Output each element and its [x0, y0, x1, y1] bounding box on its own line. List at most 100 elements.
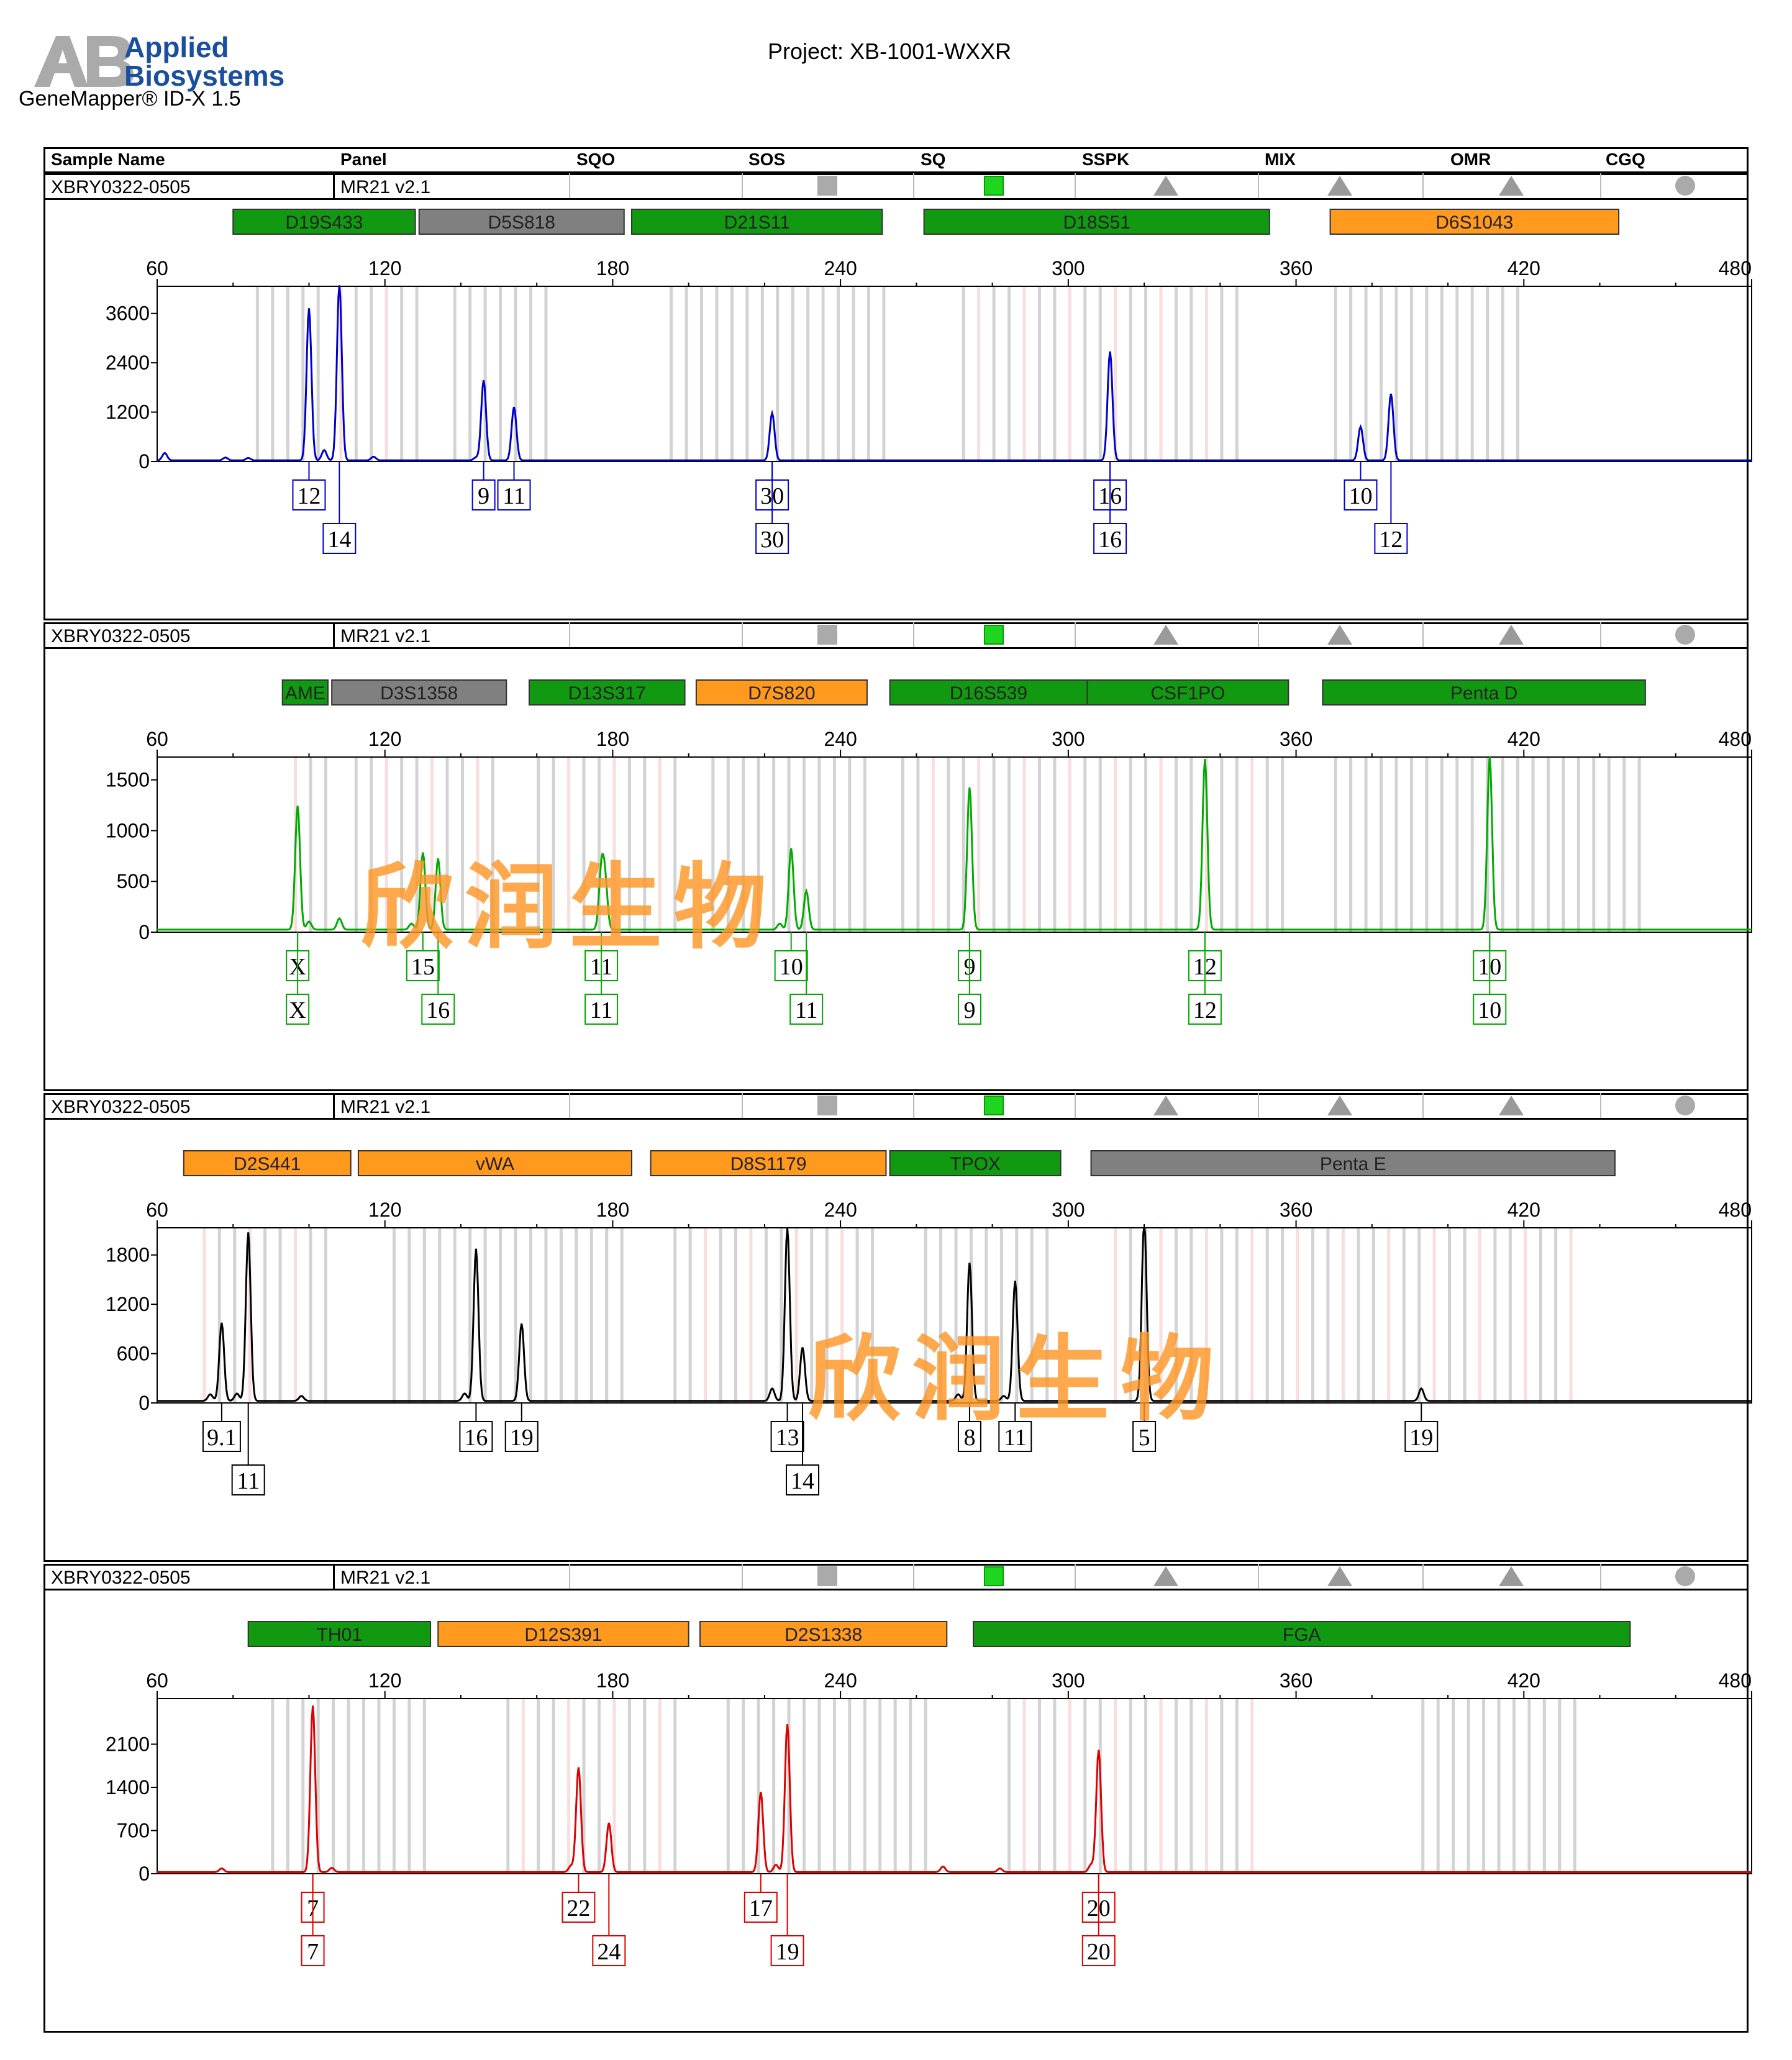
omr-flag-triangle-icon[interactable]: [1499, 1096, 1524, 1115]
x-tick-label: 300: [1052, 728, 1085, 750]
sample-panel-4: [43, 1564, 1749, 2033]
sq-flag-square-icon[interactable]: [984, 176, 1004, 196]
bin-bar: [1421, 1699, 1425, 1874]
y-tick-label: 600: [117, 1343, 150, 1365]
mix-flag-triangle-icon[interactable]: [1327, 176, 1352, 196]
logo-text-applied: Applied: [124, 31, 229, 63]
bin-bar: [1573, 1699, 1576, 1874]
col-panel[interactable]: Panel: [340, 150, 387, 169]
cgq-flag-circle-icon[interactable]: [1675, 625, 1695, 645]
bin-bar: [1334, 286, 1337, 461]
col-sample-name[interactable]: Sample Name: [51, 150, 165, 169]
bin-bar: [1470, 757, 1474, 932]
bin-bar: [794, 1228, 798, 1403]
bin-bar: [924, 1699, 927, 1874]
bin-bar: [544, 1228, 548, 1403]
bin-bar: [1250, 757, 1254, 932]
y-tick-label: 0: [139, 450, 150, 473]
sq-flag-square-icon[interactable]: [984, 1096, 1004, 1115]
sample-name[interactable]: XBRY0322-0505: [51, 1568, 191, 1588]
panel-name[interactable]: MR21 v2.1: [340, 1097, 431, 1117]
col-cgq[interactable]: CGQ: [1606, 150, 1645, 169]
bin-bar: [1007, 286, 1011, 461]
marker-label: TPOX: [950, 1154, 1001, 1174]
x-tick-label: 480: [1719, 1669, 1752, 1692]
bin-bar: [939, 1228, 943, 1403]
marker-label: D8S1179: [730, 1154, 807, 1174]
omr-flag-triangle-icon[interactable]: [1499, 1566, 1524, 1586]
mix-flag-triangle-icon[interactable]: [1327, 1096, 1352, 1115]
x-tick-label: 480: [1719, 728, 1752, 750]
sos-flag-square-icon[interactable]: [817, 1566, 837, 1586]
x-tick-label: 180: [596, 257, 629, 279]
row-separator: [913, 1564, 914, 1589]
marker-label: AME: [285, 683, 325, 704]
x-tick-label: 360: [1280, 728, 1312, 750]
bin-bar: [962, 286, 965, 461]
panel-name[interactable]: MR21 v2.1: [340, 177, 431, 197]
bin-bar: [837, 286, 840, 461]
sspk-flag-triangle-icon[interactable]: [1153, 625, 1178, 645]
y-tick-label: 2100: [106, 1733, 150, 1756]
x-tick-label: 120: [368, 257, 401, 279]
bin-bar: [1607, 757, 1611, 932]
bin-bar: [962, 757, 965, 932]
project-title: Project: XB-1001-WXXR: [768, 39, 1012, 64]
bin-bar: [1174, 286, 1178, 461]
marker-label: D3S1358: [380, 683, 458, 704]
x-tick-label: 120: [368, 1669, 401, 1692]
sq-flag-square-icon[interactable]: [984, 625, 1004, 645]
sspk-flag-triangle-icon[interactable]: [1153, 1096, 1178, 1115]
sample-name[interactable]: XBRY0322-0505: [51, 177, 191, 197]
bin-bar: [1235, 286, 1239, 461]
cgq-flag-circle-icon[interactable]: [1675, 1096, 1695, 1115]
omr-flag-triangle-icon[interactable]: [1499, 625, 1524, 645]
mix-flag-triangle-icon[interactable]: [1327, 1566, 1352, 1586]
bin-bar: [1364, 286, 1368, 461]
marker-label: D6S1043: [1435, 212, 1513, 233]
bin-bar: [1159, 1699, 1163, 1874]
allele-label: 19: [1409, 1425, 1433, 1451]
bin-bar: [521, 1699, 525, 1874]
sample-row-divider: [43, 647, 1749, 649]
marker-label: FGA: [1283, 1625, 1321, 1645]
bin-bar: [1037, 757, 1041, 932]
mix-flag-triangle-icon[interactable]: [1327, 625, 1352, 645]
bin-bar: [582, 757, 586, 932]
sspk-flag-triangle-icon[interactable]: [1153, 176, 1178, 196]
sample-name[interactable]: XBRY0322-0505: [51, 626, 191, 647]
col-sspk[interactable]: SSPK: [1082, 150, 1130, 169]
sspk-flag-triangle-icon[interactable]: [1153, 1566, 1178, 1586]
sample-name[interactable]: XBRY0322-0505: [51, 1097, 191, 1117]
bin-bar: [400, 286, 404, 461]
panel-name[interactable]: MR21 v2.1: [340, 1568, 431, 1588]
sq-flag-square-icon[interactable]: [984, 1566, 1004, 1586]
col-sq[interactable]: SQ: [921, 150, 946, 169]
bin-bar: [1144, 1228, 1148, 1403]
cgq-flag-circle-icon[interactable]: [1675, 1566, 1695, 1586]
bin-bar: [1220, 286, 1224, 461]
sos-flag-square-icon[interactable]: [817, 1096, 837, 1115]
col-omr[interactable]: OMR: [1450, 150, 1491, 169]
marker-label: D2S441: [234, 1154, 301, 1174]
panel-name[interactable]: MR21 v2.1: [340, 626, 431, 647]
allele-label: 5: [1139, 1425, 1150, 1451]
sos-flag-square-icon[interactable]: [817, 625, 837, 645]
bin-bar: [1098, 757, 1102, 932]
sos-flag-square-icon[interactable]: [817, 176, 837, 196]
bin-bar: [742, 757, 745, 932]
bin-bar: [772, 757, 776, 932]
col-mix[interactable]: MIX: [1265, 150, 1296, 169]
col-sqo[interactable]: SQO: [576, 150, 616, 169]
trace-line: [157, 285, 1752, 461]
bin-bar: [422, 1699, 426, 1874]
col-sos[interactable]: SOS: [748, 150, 786, 169]
omr-flag-triangle-icon[interactable]: [1499, 176, 1524, 196]
cgq-flag-circle-icon[interactable]: [1675, 176, 1695, 196]
bin-bar: [1114, 757, 1117, 932]
row-separator: [569, 1093, 570, 1118]
